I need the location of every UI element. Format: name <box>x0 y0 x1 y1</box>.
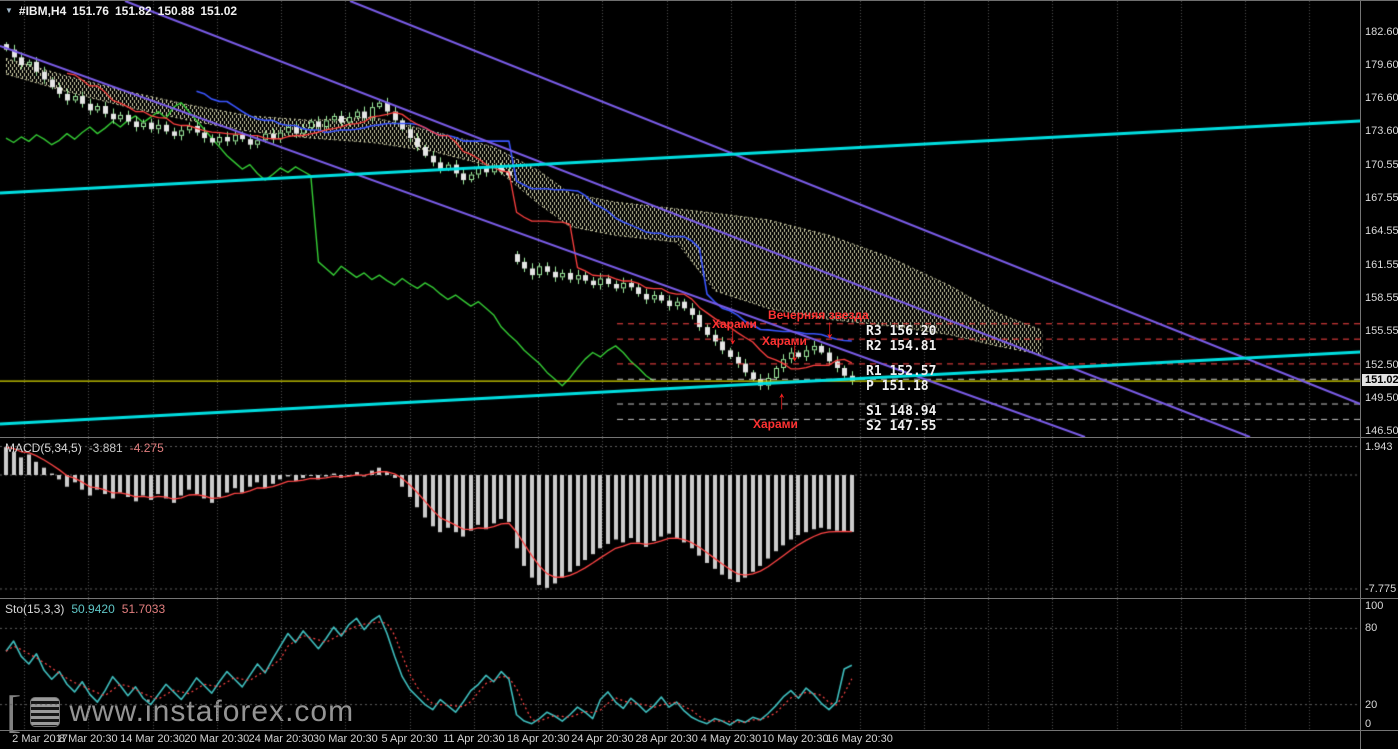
time-axis[interactable]: 2 Mar 2017 8 Mar 20:30 14 Mar 20:30 20 Mar … <box>0 732 1360 749</box>
macd-main-value: -3.881 <box>88 441 123 455</box>
price-tick-label: 167.55 <box>1365 192 1398 205</box>
sto-tick-label: 100 <box>1365 600 1384 612</box>
price-tick-label: 152.50 <box>1365 358 1398 371</box>
time-axis-label: 11 Apr 20:30 <box>443 733 505 745</box>
stochastic-panel-canvas[interactable] <box>0 599 1360 730</box>
quote-high: 151.82 <box>114 4 152 18</box>
macd-panel-canvas[interactable] <box>0 438 1360 598</box>
symbol-period-label: #IBM,H4 <box>18 4 67 18</box>
price-tick-label: 161.55 <box>1365 258 1398 271</box>
price-tick-label: 173.60 <box>1365 125 1398 138</box>
sto-signal-value: 51.7033 <box>121 602 166 616</box>
time-axis-label: 2 Mar 2017 <box>12 733 68 745</box>
price-tick-label: 176.60 <box>1365 92 1398 105</box>
price-axis[interactable]: 151.02 182.60 179.60 176.60 173.60 170.55 167… <box>1360 1 1398 749</box>
macd-signal-value: -4.275 <box>129 441 164 455</box>
panel-separator <box>0 730 1398 731</box>
time-axis-label: 16 May 20:30 <box>826 733 893 745</box>
price-tick-label: 182.60 <box>1365 25 1398 38</box>
panel-separator <box>0 598 1398 599</box>
time-axis-label: 4 May 20:30 <box>700 733 762 745</box>
time-axis-label: 28 Apr 20:30 <box>635 733 698 745</box>
price-tick-label: 155.55 <box>1365 324 1398 337</box>
sto-tick-label: 80 <box>1365 622 1378 635</box>
time-axis-label: 14 Mar 20:30 <box>120 733 185 745</box>
time-axis-label: 5 Apr 20:30 <box>381 733 438 745</box>
symbol-triangle-icon: ▼ <box>5 6 13 15</box>
sto-name: Sto(15,3,3) <box>5 602 65 616</box>
macd-tick-label: -7.775 <box>1365 582 1397 595</box>
price-tick-label: 170.55 <box>1365 159 1398 172</box>
price-tick-label: 149.50 <box>1365 391 1398 404</box>
price-tick-label: 146.50 <box>1365 425 1398 437</box>
time-axis-label: 10 May 20:30 <box>761 733 829 745</box>
time-axis-label: 30 Mar 20:30 <box>312 733 378 745</box>
price-tick-label: 158.55 <box>1365 291 1398 304</box>
price-tick-label: 164.55 <box>1365 225 1398 238</box>
macd-indicator-label: MACD(5,34,5) -3.881 -4.275 <box>5 441 164 455</box>
macd-name: MACD(5,34,5) <box>5 441 82 455</box>
quote-open: 151.76 <box>72 4 109 18</box>
quote-close: 151.02 <box>200 4 238 18</box>
time-axis-label: 8 Mar 20:30 <box>58 733 118 745</box>
time-axis-label: 18 Apr 20:30 <box>506 733 570 745</box>
sto-tick-label: 20 <box>1365 698 1378 711</box>
sto-tick-label: 0 <box>1365 718 1372 730</box>
time-axis-label: 20 Mar 20:30 <box>184 733 250 745</box>
stochastic-indicator-label: Sto(15,3,3) 50.9420 51.7033 <box>5 602 165 616</box>
panel-separator <box>0 437 1398 438</box>
price-tick-label: 179.60 <box>1365 59 1398 72</box>
price-chart-canvas[interactable] <box>0 1 1360 437</box>
current-price-badge: 151.02 <box>1362 374 1398 386</box>
sto-main-value: 50.9420 <box>71 602 115 616</box>
time-axis-label: 24 Mar 20:30 <box>248 733 314 745</box>
quote-bar: ▼ #IBM,H4 151.76 151.82 150.88 151.02 <box>5 4 237 18</box>
time-axis-label: 24 Apr 20:30 <box>571 733 634 745</box>
quote-low: 150.88 <box>157 4 195 18</box>
macd-tick-label: 1.943 <box>1365 440 1393 453</box>
